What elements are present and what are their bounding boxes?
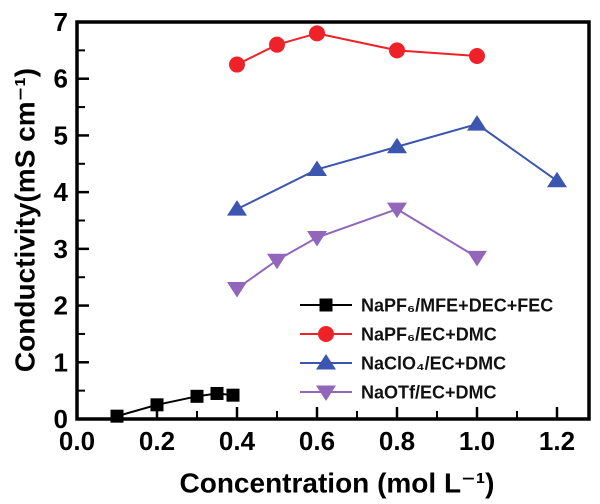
legend-item-naotf-ec-dmc: NaOTf/EC+DMC: [300, 383, 497, 403]
data-point-square: [190, 389, 204, 403]
legend-item-naclo-ec-dmc: NaClO₄/EC+DMC: [300, 354, 506, 374]
y-tick-label: 4: [54, 177, 69, 207]
x-axis-title: Concentration (mol L⁻¹): [179, 467, 495, 499]
data-point-circle: [229, 56, 245, 73]
legend-label: NaClO₄/EC+DMC: [361, 354, 506, 374]
data-point-triangle-down: [467, 250, 487, 267]
x-tick-label: 1.2: [539, 426, 575, 456]
legend-label: NaPF₆/MFE+DEC+FEC: [361, 296, 553, 316]
data-point-triangle-down: [316, 385, 336, 401]
data-point-triangle-up: [316, 354, 336, 370]
legend-item-napf-ec-dmc: NaPF₆/EC+DMC: [300, 325, 497, 345]
series-naclo-ec-dmc: [227, 115, 567, 216]
data-point-triangle-down: [227, 282, 247, 298]
data-point-triangle-down: [267, 253, 287, 270]
data-point-circle: [318, 326, 334, 342]
x-tick-label: 0.2: [139, 426, 175, 456]
plot-frame: [75, 20, 591, 421]
data-point-circle: [269, 36, 285, 53]
data-point-circle: [389, 42, 405, 59]
x-tick-label: 0.6: [299, 426, 335, 456]
data-point-triangle-down: [307, 231, 327, 247]
y-axis-title: Conductivity(mS cm⁻¹): [9, 67, 41, 373]
data-point-triangle-up: [387, 137, 407, 154]
data-point-square: [150, 398, 164, 412]
data-point-triangle-up: [227, 200, 247, 216]
data-point-square: [319, 298, 333, 312]
data-point-circle: [309, 25, 325, 42]
series-line: [236, 122, 558, 211]
y-tick-label: 0: [54, 404, 68, 434]
legend-label: NaPF₆/EC+DMC: [361, 325, 497, 345]
data-point-circle: [469, 48, 485, 65]
data-point-square: [210, 386, 224, 400]
y-tick-label: 2: [54, 291, 68, 321]
x-tick-label: 1.0: [459, 426, 495, 456]
x-tick-label: 0.4: [219, 426, 256, 456]
legend: NaPF₆/MFE+DEC+FEC NaPF₆/EC+DMC NaClO₄/EC+D…: [300, 296, 553, 403]
legend-item-napf-mfe-dec-fec: NaPF₆/MFE+DEC+FEC: [300, 296, 553, 316]
data-point-triangle-up: [467, 115, 487, 131]
x-tick-label: 0.8: [379, 426, 415, 456]
data-point-triangle-down: [387, 202, 407, 219]
series-line: [236, 208, 478, 290]
data-point-square: [110, 409, 124, 423]
y-tick-label: 1: [54, 347, 68, 377]
y-tick-label: 5: [54, 120, 68, 150]
series-napf-mfe-dec-fec: [110, 386, 240, 423]
legend-label: NaOTf/EC+DMC: [361, 383, 497, 403]
series-napf-ec-dmc: [229, 25, 485, 73]
y-tick-label: 7: [54, 7, 68, 37]
x-tick-label: 0.0: [59, 426, 95, 456]
y-tick-label: 3: [54, 234, 68, 264]
data-point-triangle-up: [547, 171, 567, 188]
series-naotf-ec-dmc: [227, 202, 487, 298]
data-point-square: [226, 388, 240, 402]
data-point-triangle-up: [307, 160, 327, 176]
y-tick-label: 6: [54, 64, 68, 94]
